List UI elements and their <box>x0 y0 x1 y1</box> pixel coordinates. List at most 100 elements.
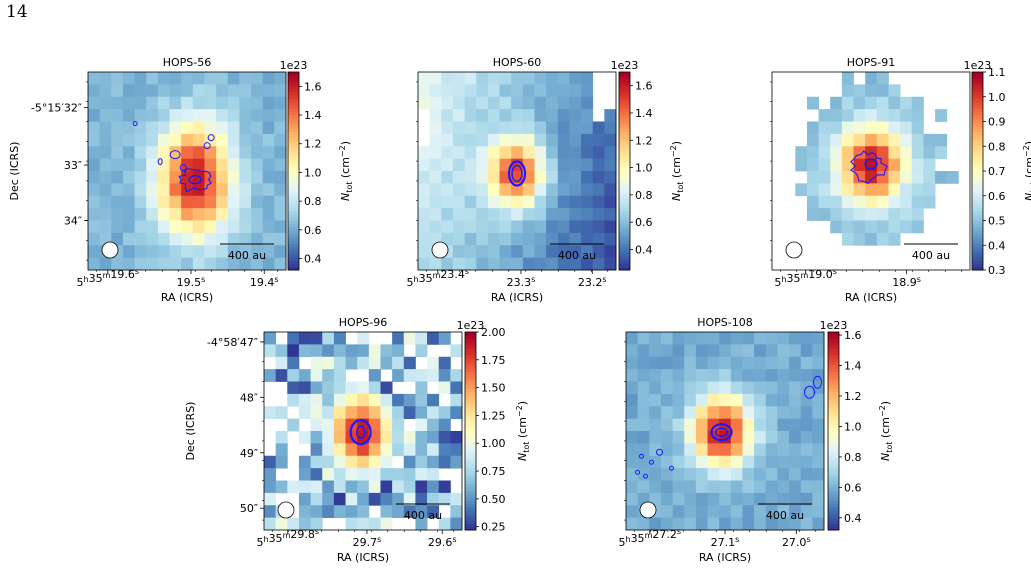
heatmap-cell <box>818 208 831 221</box>
heatmap-cell <box>660 393 673 407</box>
heatmap-cell <box>581 72 594 85</box>
heatmap-cell <box>841 208 854 221</box>
heatmap-cell <box>476 146 489 160</box>
heatmap-cell <box>812 356 825 370</box>
colorbar-segment <box>465 434 476 439</box>
heatmap-cell <box>274 133 287 147</box>
heatmap-cell <box>429 220 442 234</box>
colorbar-segment <box>972 200 983 205</box>
heatmap-cell <box>368 393 381 407</box>
heatmap-cell <box>227 245 240 259</box>
heatmap-cell <box>345 406 358 420</box>
colorbar-segment <box>465 414 476 419</box>
colorbar-segment <box>972 253 983 258</box>
heatmap-cell <box>765 431 778 444</box>
colorbar-segment <box>619 243 630 248</box>
heatmap-cell <box>216 220 229 234</box>
colorbar-segment <box>619 223 630 228</box>
heatmap-cell <box>418 84 431 98</box>
colorbar-segment <box>288 197 299 202</box>
x-axis-label: RA (ICRS) <box>699 551 751 564</box>
heatmap-cell <box>841 96 854 110</box>
heatmap-cell <box>192 84 205 98</box>
heatmap-cell <box>923 133 936 147</box>
heatmap-cell <box>806 195 819 209</box>
heatmap-cell <box>429 84 442 98</box>
heatmap-cell <box>251 133 264 147</box>
heatmap-cell <box>841 84 854 98</box>
heatmap-cell <box>730 344 743 358</box>
heatmap-cell <box>818 183 831 197</box>
heatmap-cell <box>557 133 570 147</box>
heatmap-cell <box>216 72 229 85</box>
heatmap-cell <box>251 257 264 271</box>
heatmap-cell <box>660 480 673 494</box>
heatmap-cell <box>392 332 405 345</box>
colorbar-segment <box>288 114 299 119</box>
heatmap-cell <box>415 418 428 432</box>
heatmap-cell <box>227 121 240 135</box>
colorbar-segment <box>828 374 839 379</box>
panel-title: HOPS-56 <box>163 56 212 69</box>
colorbar-segment <box>288 240 299 245</box>
axes-frame <box>87 71 287 271</box>
beam-ellipse <box>101 241 119 259</box>
heatmap-cell <box>522 109 535 122</box>
heatmap-cell <box>227 257 240 271</box>
heatmap-cell <box>592 220 605 234</box>
heatmap-cell <box>806 146 819 160</box>
heatmap-cell <box>204 158 217 172</box>
heatmap-cell <box>800 455 813 469</box>
heatmap-cell <box>546 257 559 271</box>
colorbar-tick-label: 1.00 <box>481 437 506 450</box>
heatmap-cell <box>546 133 559 147</box>
contour-blob <box>132 121 138 127</box>
colorbar-segment <box>288 91 299 96</box>
heatmap-cell <box>298 406 311 420</box>
colorbar-segment <box>828 424 839 429</box>
x-tick-label: 19.5s <box>177 275 206 289</box>
heatmap-cell <box>322 381 335 395</box>
heatmap-cell <box>830 171 843 184</box>
colorbar-segment <box>619 78 630 83</box>
colorbar-segment <box>465 454 476 458</box>
heatmap-cell <box>264 492 277 506</box>
heatmap-cell <box>795 158 808 172</box>
heatmap-cell <box>800 332 813 345</box>
heatmap-cell <box>192 158 205 172</box>
heatmap-cell <box>192 146 205 160</box>
heatmap-cell <box>765 418 778 432</box>
colorbar-segment <box>972 108 983 113</box>
heatmap-cell <box>876 208 889 221</box>
heatmap-cell <box>672 356 685 370</box>
heatmap-cell <box>672 455 685 469</box>
heatmap-cell <box>134 146 147 160</box>
contour-line <box>507 160 527 187</box>
colorbar-tick-label: 0.6 <box>304 224 322 237</box>
heatmap-cell <box>310 332 323 345</box>
heatmap-cell <box>122 121 135 135</box>
heatmap-cell <box>322 418 335 432</box>
y-axis <box>624 341 626 521</box>
heatmap-cell <box>789 468 802 481</box>
contour-blob <box>649 459 655 465</box>
heatmap-cell <box>310 356 323 370</box>
heatmap-cell <box>534 171 547 184</box>
heatmap-cell <box>730 369 743 382</box>
panel-title: HOPS-96 <box>339 316 388 329</box>
colorbar-segment <box>465 365 476 369</box>
heatmap-cell <box>310 381 323 395</box>
heatmap-cell <box>800 505 813 519</box>
colorbar-segment <box>465 424 476 429</box>
colorbar-segment <box>465 470 476 475</box>
colorbar-segment <box>619 200 630 205</box>
colorbar-segment <box>619 177 630 182</box>
colorbar-segment <box>972 217 983 221</box>
heatmap-cell <box>274 171 287 184</box>
heatmap-cell <box>429 195 442 209</box>
heatmap-cell <box>251 109 264 122</box>
heatmap-cell <box>333 468 346 481</box>
colorbar-segment <box>465 490 476 495</box>
